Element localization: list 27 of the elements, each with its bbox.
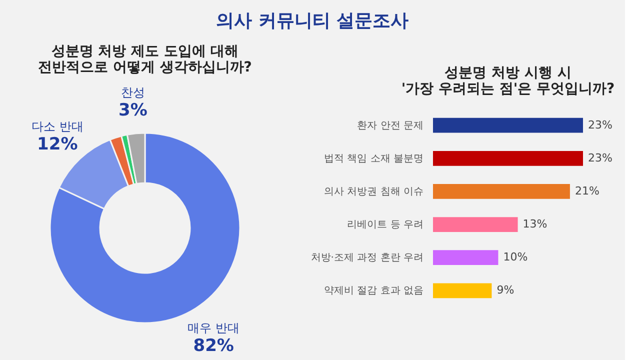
chart-title: 성분명 처방 시행 시 '가장 우려되는 점'은 무엇입니까? <box>401 65 615 97</box>
data-label: 3% <box>118 100 148 121</box>
bar <box>433 250 498 266</box>
data-label: 23% <box>588 151 612 164</box>
y-tick-label: 환자 안전 문제 <box>357 120 424 132</box>
bar <box>433 118 583 133</box>
slice-label: 찬성 <box>120 86 145 100</box>
bar <box>433 217 518 232</box>
bar <box>433 283 492 298</box>
y-tick-label: 의사 처방권 침해 이슈 <box>324 186 424 198</box>
y-tick-label: 처방·조제 과정 혼란 우려 <box>310 252 424 264</box>
slice-label: 매우 반대 <box>188 321 240 336</box>
data-label: 9% <box>496 284 514 297</box>
data-label: 10% <box>503 250 528 264</box>
slice-label: 다소 반대 <box>31 120 84 134</box>
data-label: 12% <box>37 134 78 155</box>
data-label: 82% <box>193 336 234 356</box>
bar <box>433 184 570 199</box>
text: 의사 커뮤니티 설문조사 <box>216 10 409 32</box>
bar <box>433 150 583 166</box>
y-tick-label: 약제비 절감 효과 없음 <box>324 286 424 297</box>
y-tick-label: 법적 책임 소재 불분명 <box>324 153 424 164</box>
chart-title: 성분명 처방 제도 도입에 대해 전반적으로 어떻게 생각하십니까? <box>38 44 252 76</box>
data-label: 21% <box>574 184 600 198</box>
data-label: 23% <box>588 118 612 132</box>
y-tick-label: 리베이트 등 우려 <box>347 220 424 231</box>
data-label: 13% <box>522 218 548 231</box>
